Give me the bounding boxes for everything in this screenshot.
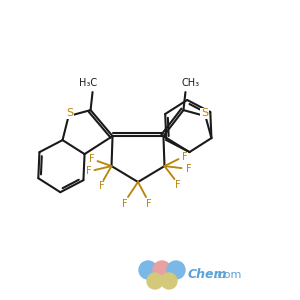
Circle shape (161, 273, 177, 289)
Text: F: F (182, 152, 187, 162)
Text: S: S (66, 108, 73, 118)
Text: Chem: Chem (188, 268, 227, 281)
Circle shape (139, 261, 157, 279)
Text: F: F (99, 181, 104, 191)
Text: CH₃: CH₃ (182, 78, 200, 88)
Text: F: F (186, 164, 191, 174)
Text: F: F (89, 154, 94, 164)
Text: S: S (201, 108, 208, 118)
Text: F: F (146, 199, 152, 209)
Text: F: F (122, 199, 128, 209)
Circle shape (153, 261, 171, 279)
Circle shape (147, 273, 163, 289)
Text: F: F (86, 166, 91, 176)
Circle shape (167, 261, 185, 279)
Text: .com: .com (215, 270, 242, 280)
Text: F: F (175, 180, 180, 190)
Text: H₃C: H₃C (80, 78, 98, 88)
